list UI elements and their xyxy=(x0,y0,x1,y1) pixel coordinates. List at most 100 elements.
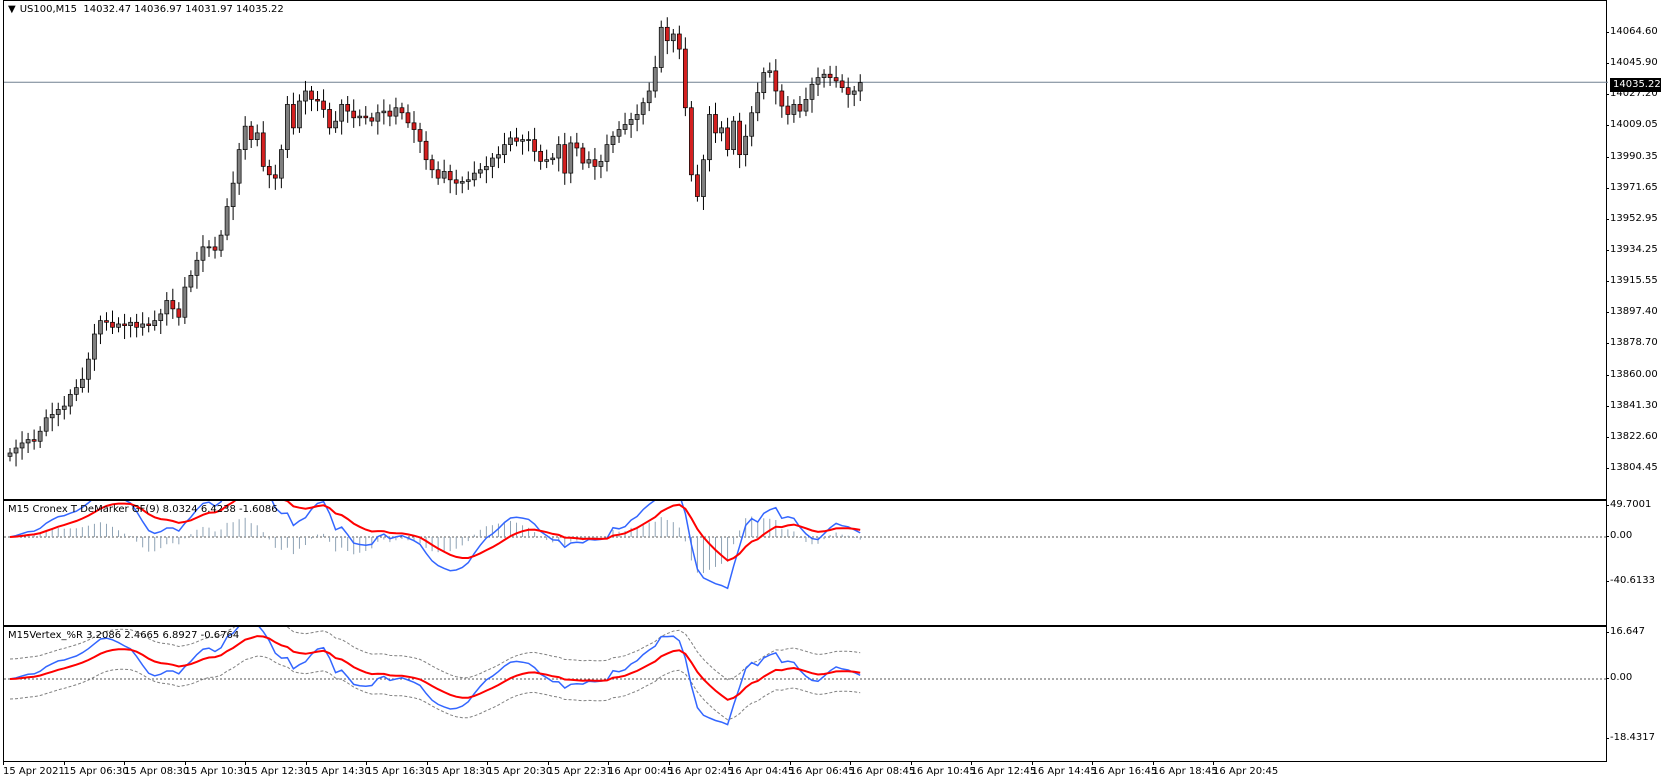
bull-candle xyxy=(86,358,91,380)
demarker-panel[interactable]: M15 Cronex T DeMarker GF(9) 8.0324 6.423… xyxy=(3,500,1608,627)
bull-candle xyxy=(381,110,387,114)
price-axis-tick: 13915.55 xyxy=(1606,275,1658,287)
fast-line xyxy=(9,501,861,590)
vertex-axis-tick: 0.00 xyxy=(1605,672,1633,683)
bull-candle xyxy=(80,378,85,388)
bull-candle xyxy=(490,157,495,167)
demarker-axis-tick: -40.6133 xyxy=(1606,575,1655,586)
bull-candle xyxy=(188,274,194,288)
time-axis[interactable]: 15 Apr 2021 15 Apr 06:30 15 Apr 08:30 15 Ap… xyxy=(0,762,1608,782)
time-axis-tick: 16 Apr 08:45 xyxy=(850,762,916,777)
bull-candle xyxy=(164,300,170,315)
bear-candle xyxy=(248,125,254,140)
time-axis-tick: 16 Apr 06:45 xyxy=(789,762,855,777)
time-axis-tick: 15 Apr 06:30 xyxy=(63,762,129,777)
bull-candle xyxy=(821,73,827,78)
current-price-tag: 14035.22 xyxy=(1610,78,1661,92)
bull-candle xyxy=(586,159,592,164)
bull-candle xyxy=(791,104,797,115)
bull-candle xyxy=(465,179,471,182)
bull-candle xyxy=(646,90,652,104)
price-axis-tick: 13971.65 xyxy=(1606,181,1658,193)
bear-candle xyxy=(387,110,393,117)
bull-candle xyxy=(357,115,363,119)
bear-candle xyxy=(315,99,320,102)
price-axis[interactable]: 14064.60 14045.90 14027.20 14009.05 13990.35… xyxy=(1605,0,1661,782)
bear-candle xyxy=(345,104,351,112)
bear-candle xyxy=(429,159,435,171)
bear-candle xyxy=(562,144,568,174)
bear-candle xyxy=(538,150,543,162)
bear-candle xyxy=(411,122,417,130)
bull-candle xyxy=(743,135,749,156)
bull-candle xyxy=(7,452,13,457)
bull-candle xyxy=(61,405,67,410)
bear-candle xyxy=(405,112,411,124)
bull-candle xyxy=(652,67,658,92)
price-chart-panel[interactable]: ▼ US100,M15 14032.47 14036.97 14031.97 14… xyxy=(3,0,1608,501)
bull-candle xyxy=(604,144,610,162)
bull-candle xyxy=(496,154,501,159)
bull-candle xyxy=(393,107,399,117)
bear-candle xyxy=(453,179,459,184)
bear-candle xyxy=(827,73,833,78)
signal-line xyxy=(9,635,861,701)
bull-candle xyxy=(55,409,61,415)
bear-candle xyxy=(266,166,272,176)
demarker-chart[interactable] xyxy=(4,501,1608,627)
time-axis-tick: 15 Apr 12:30 xyxy=(245,762,311,777)
bear-candle xyxy=(134,321,139,328)
bear-candle xyxy=(713,114,718,134)
bull-candle xyxy=(761,72,767,94)
bear-candle xyxy=(773,70,779,92)
price-axis-tick: 13804.45 xyxy=(1606,462,1658,473)
bull-candle xyxy=(640,102,646,115)
bull-candle xyxy=(749,112,755,137)
bear-candle xyxy=(797,104,803,112)
bear-candle xyxy=(580,147,586,164)
bull-candle xyxy=(755,92,761,114)
vertex-panel[interactable]: M15Vertex_%R 3.2086 2.4665 6.8927 -0.676… xyxy=(3,626,1608,763)
bull-candle xyxy=(73,387,79,395)
price-axis-tick: 13822.60 xyxy=(1606,430,1658,442)
bull-candle xyxy=(242,125,248,150)
bull-candle xyxy=(182,286,188,318)
bear-candle xyxy=(839,80,845,88)
vertex-title: M15Vertex_%R 3.2086 2.4665 6.8927 -0.676… xyxy=(8,630,240,641)
demarker-title: M15 Cronex T DeMarker GF(9) 8.0324 6.423… xyxy=(8,504,278,515)
bull-candle xyxy=(206,246,212,249)
vertex-chart[interactable] xyxy=(4,627,1608,763)
bear-candle xyxy=(272,174,278,179)
bear-candle xyxy=(435,169,441,179)
bull-candle xyxy=(701,159,706,197)
price-axis-tick: 14045.90 xyxy=(1606,57,1658,69)
bear-candle xyxy=(104,320,109,323)
bull-candle xyxy=(502,144,507,156)
bear-candle xyxy=(779,90,785,107)
bull-candle xyxy=(556,144,562,159)
bear-candle xyxy=(212,246,218,251)
candlestick-chart[interactable] xyxy=(4,1,1608,501)
bull-candle xyxy=(152,320,158,326)
bull-candle xyxy=(598,161,604,167)
bull-candle xyxy=(484,166,489,171)
bull-candle xyxy=(333,120,338,129)
dropdown-triangle-icon[interactable]: ▼ xyxy=(8,4,16,15)
bull-candle xyxy=(857,82,863,92)
bull-candle xyxy=(218,234,224,251)
time-axis-tick: 15 Apr 18:30 xyxy=(426,762,492,777)
bull-candle xyxy=(477,169,483,174)
time-axis-tick: 15 Apr 20:30 xyxy=(487,762,553,777)
bear-candle xyxy=(423,140,429,161)
time-axis-tick: 15 Apr 16:30 xyxy=(366,762,432,777)
bear-candle xyxy=(31,439,37,442)
chart-title: ▼ US100,M15 14032.47 14036.97 14031.97 14… xyxy=(8,4,284,15)
vertex-axis-tick: 16.647 xyxy=(1606,626,1645,637)
bull-candle xyxy=(622,124,628,130)
bull-candle xyxy=(719,127,724,134)
time-axis-tick: 15 Apr 08:30 xyxy=(124,762,190,777)
bull-candle xyxy=(303,90,308,102)
signal-line xyxy=(9,501,861,562)
bull-candle xyxy=(37,430,43,442)
bull-candle xyxy=(441,171,447,179)
